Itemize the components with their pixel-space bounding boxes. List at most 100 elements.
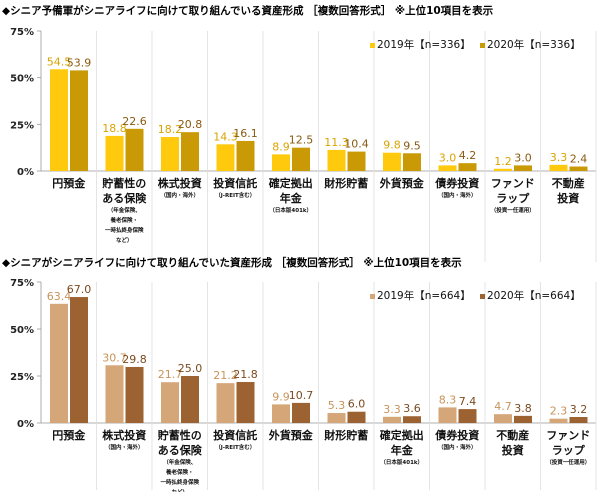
x-tick-sublabel: 養老保険・ [166,468,194,476]
bar [327,413,346,423]
x-tick-label: 株式投資 [102,428,146,442]
data-label: 2.4 [570,153,588,166]
data-label: 3.2 [570,403,588,416]
data-label: 9.5 [403,139,421,152]
bar [347,151,366,171]
data-label: 3.0 [439,151,457,164]
bar [347,411,366,423]
data-label: 9.9 [272,390,290,403]
data-label: 9.8 [383,139,401,152]
data-label: 30.7 [102,351,127,364]
data-label: 3.3 [550,151,568,164]
data-label: 54.5 [47,55,72,68]
bar [272,154,290,171]
bar [438,407,457,423]
y-tick-label: 0% [17,419,34,430]
x-tick-sublabel: 一時払終身保険 [105,226,144,234]
x-tick-sublabel: （J-REIT含む） [215,443,255,451]
legend-swatch [370,294,375,299]
bar [438,165,457,171]
x-tick-label: 財形貯蓄 [323,176,368,190]
x-tick-label: 確定拠出 [269,176,313,190]
x-tick-label: 貯蓄性の [102,176,146,190]
bar [181,132,199,171]
bar [569,166,588,171]
y-tick-label: 75% [10,278,34,289]
bar [105,135,124,171]
data-label: 18.8 [102,122,127,135]
bar [514,165,532,171]
data-label: 3.3 [383,403,401,416]
x-tick-sublabel: （日本版401k） [269,206,312,214]
bar [161,382,179,423]
x-tick-label: 不動産 [496,428,529,442]
data-label: 2.3 [550,405,568,418]
x-tick-sublabel: （国内・海外） [105,443,144,451]
y-tick-label: 50% [10,325,34,336]
bar [458,409,477,423]
data-label: 63.4 [47,290,72,303]
x-tick-sublabel: 養老保険・ [110,216,138,224]
x-tick-label: ある保険 [102,191,147,205]
x-tick-label: ある保険 [158,443,203,457]
bar [216,144,235,171]
legend-label: 2019年【n=336】 [377,38,471,51]
x-tick-label: 年金 [391,443,414,457]
x-tick-label: 年金 [280,191,303,205]
x-tick-label: 確定拠出 [380,428,424,442]
x-tick-sublabel: （年金保険、 [108,206,141,214]
x-tick-label: 貯蓄性の [158,428,202,442]
bar [236,382,255,423]
legend-swatch [480,294,485,299]
data-label: 53.9 [67,56,92,69]
x-tick-label: 外貨預金 [379,176,425,190]
bar [236,140,255,171]
bar [272,404,290,423]
x-tick-label: ファンド [546,429,590,442]
x-tick-sublabel: （年金保険、 [163,458,196,466]
data-label: 7.4 [459,395,477,408]
y-tick-label: 75% [10,27,34,38]
x-tick-sublabel: （国内・海外） [160,191,199,199]
bar [383,152,401,171]
data-label: 11.3 [324,136,349,149]
data-label: 10.7 [289,389,314,402]
data-label: 22.6 [122,115,147,128]
x-tick-label: 投資 [502,443,524,457]
legend-label: 2020年【n=336】 [487,38,581,51]
bar [327,149,346,171]
chart-2: ◆シニアがシニアライフに向けて取り組んでいた資産形成 ［複数回答形式］ ※上位1… [2,256,597,492]
data-label: 29.8 [122,353,147,366]
bar [70,297,88,423]
data-label: 10.4 [344,138,369,151]
bar [494,168,512,171]
x-tick-label: 株式投資 [158,176,202,190]
x-tick-label: 円預金 [52,428,86,442]
legend-label: 2019年【n=664】 [377,289,471,302]
data-label: 3.0 [514,151,532,164]
data-label: 21.2 [213,369,238,382]
x-tick-label: 投資信託 [213,176,257,190]
x-tick-sublabel: （投資一任運用） [546,458,590,466]
x-tick-sublabel: など） [116,236,133,244]
data-label: 67.0 [67,283,92,296]
x-tick-sublabel: （国内・海外） [438,191,477,199]
bar [292,402,310,423]
bar [292,147,310,171]
bar [494,414,512,423]
bar [161,137,179,171]
x-tick-label: ファンド [491,177,535,190]
x-tick-label: 円預金 [52,176,86,190]
x-tick-sublabel: （日本版401k） [380,458,423,466]
legend-swatch [370,43,375,48]
chart-title: ◆シニアがシニアライフに向けて取り組んでいた資産形成 ［複数回答形式］ ※上位1… [2,256,462,269]
x-tick-label: 財形貯蓄 [323,428,368,442]
bar [125,366,144,423]
data-label: 8.9 [272,140,290,153]
x-tick-label: 不動産 [552,176,585,190]
bar [50,303,68,423]
bar [403,153,421,171]
bar [125,128,144,171]
data-label: 5.3 [328,399,346,412]
data-label: 16.1 [233,127,258,140]
